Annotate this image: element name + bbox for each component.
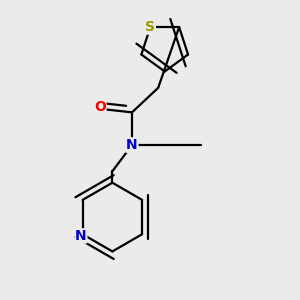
Text: O: O: [94, 100, 106, 115]
Text: N: N: [126, 138, 138, 152]
Text: S: S: [145, 20, 155, 34]
Text: N: N: [75, 229, 87, 243]
